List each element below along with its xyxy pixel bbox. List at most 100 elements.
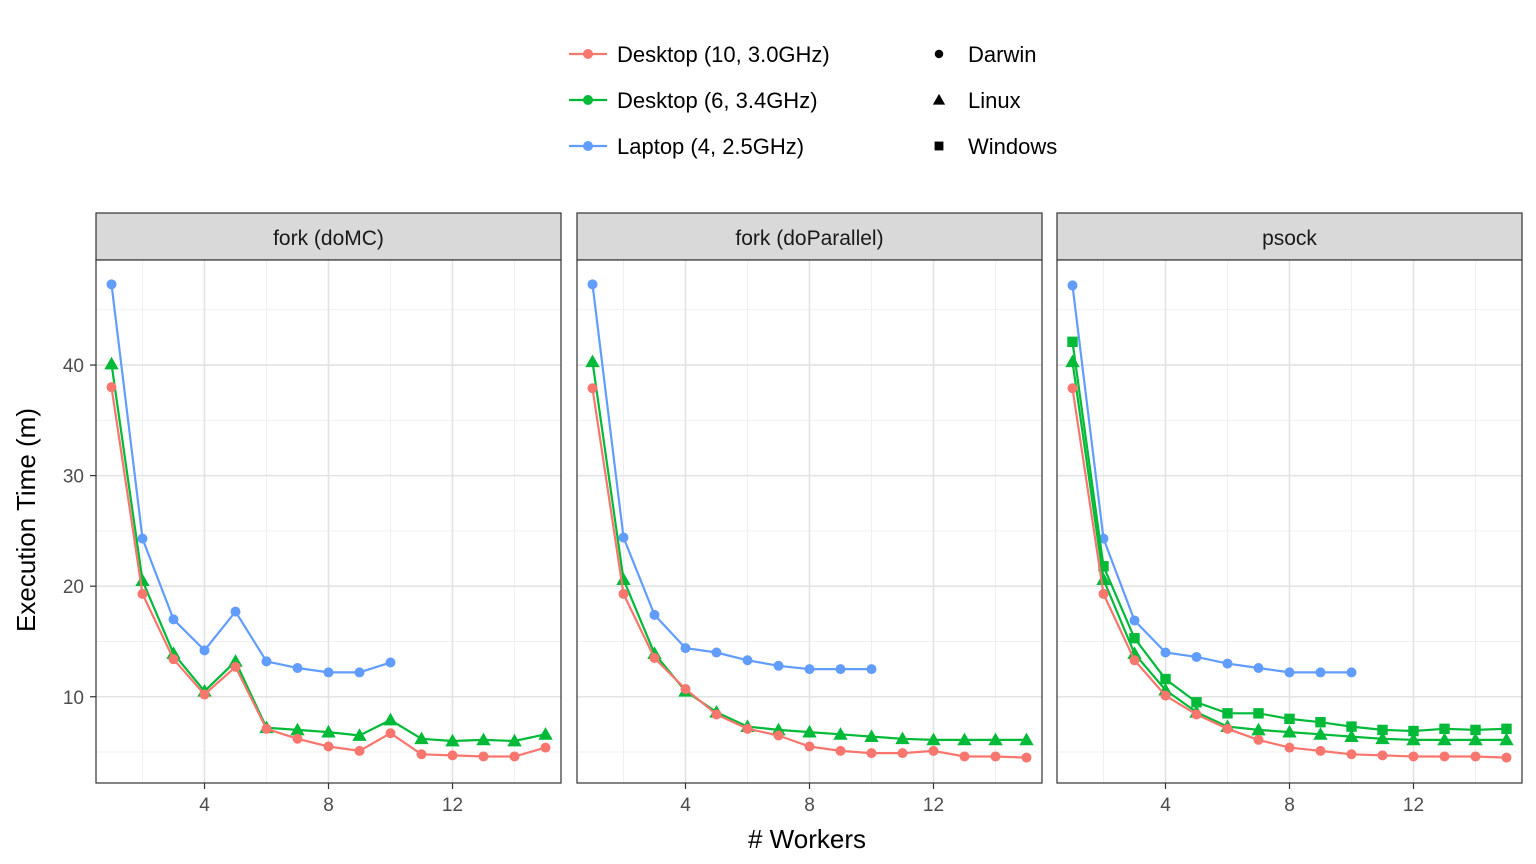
x-tick-label: 8	[1284, 795, 1295, 816]
data-point	[1127, 646, 1142, 660]
legend-label: Linux	[968, 88, 1021, 113]
data-point	[711, 647, 722, 658]
data-point	[538, 727, 553, 740]
legend-label: Desktop (6, 3.4GHz)	[617, 88, 818, 113]
panel-psock: psock 4 8 12	[1056, 212, 1523, 816]
data-point	[680, 684, 691, 695]
series-circle-619cff	[106, 279, 396, 678]
x-tick-label: 12	[923, 795, 944, 816]
data-point	[1253, 663, 1264, 674]
series-line	[110, 284, 391, 674]
data-point	[618, 532, 629, 543]
data-point	[1375, 731, 1390, 745]
x-tick-label: 4	[1160, 795, 1171, 816]
legend-item-desktop-6-3-4ghz: Desktop (6, 3.4GHz)	[569, 88, 818, 113]
facet-panels: fork (doMC) 4 8 12 10 20 30 40 fork (doParallel)…	[63, 212, 1523, 816]
data-point	[1408, 751, 1419, 762]
data-point	[230, 661, 241, 672]
data-point	[168, 654, 179, 665]
y-tick-label: 20	[63, 577, 84, 598]
data-point	[323, 741, 334, 752]
legend-label: Laptop (4, 2.5GHz)	[617, 134, 804, 159]
legend-item-linux: Linux	[932, 88, 1021, 113]
data-point	[1251, 722, 1266, 736]
panel-strip	[95, 212, 562, 261]
data-point	[1439, 723, 1450, 735]
panel-title: fork (doMC)	[273, 227, 384, 250]
data-point	[1315, 745, 1326, 756]
data-point	[1222, 708, 1233, 719]
legend-item-windows: Windows	[934, 134, 1057, 159]
data-point	[864, 729, 879, 742]
data-point	[1377, 750, 1388, 761]
data-point	[1406, 732, 1421, 746]
legend-key-point	[583, 141, 593, 151]
data-point	[835, 745, 846, 756]
panel-title: fork (doParallel)	[735, 227, 883, 250]
data-point	[1160, 647, 1171, 658]
data-point	[1377, 724, 1388, 736]
series-square-00ba38	[1067, 336, 1512, 737]
legend-label: Desktop (10, 3.0GHz)	[617, 42, 830, 67]
data-point	[385, 657, 396, 668]
series-line	[591, 284, 872, 671]
data-point	[1499, 732, 1514, 746]
data-point	[1253, 708, 1264, 719]
data-point	[1284, 667, 1295, 678]
data-point	[445, 733, 460, 747]
data-point	[1346, 749, 1357, 760]
data-point	[773, 730, 784, 741]
data-point	[990, 751, 1001, 762]
series-circle-619cff	[587, 279, 877, 675]
data-point	[742, 655, 753, 666]
y-tick-label: 10	[63, 688, 84, 709]
data-point	[199, 645, 210, 656]
x-tick-label: 4	[680, 795, 691, 816]
data-point	[1222, 723, 1233, 734]
data-point	[104, 356, 119, 370]
data-point	[835, 664, 846, 675]
data-point	[1315, 716, 1326, 728]
data-point	[1282, 724, 1297, 738]
legend-label: Darwin	[968, 42, 1036, 67]
x-tick-label: 4	[199, 795, 210, 816]
legend-key-triangle	[932, 93, 946, 105]
data-point	[1439, 751, 1450, 762]
data-point	[292, 663, 303, 674]
data-point	[1284, 713, 1295, 725]
data-point	[585, 354, 600, 368]
x-tick-label: 12	[442, 795, 463, 816]
legend-key-point	[583, 49, 593, 59]
data-point	[416, 749, 427, 760]
data-point	[1470, 724, 1481, 736]
data-point	[649, 609, 660, 620]
data-point	[802, 724, 817, 738]
data-point	[261, 723, 272, 734]
data-point	[1346, 667, 1357, 678]
data-point	[680, 643, 691, 654]
legend-key-square	[934, 141, 944, 151]
panel-fork-domc: fork (doMC) 4 8 12 10 20 30 40	[63, 212, 562, 816]
data-point	[1408, 725, 1419, 737]
data-point	[540, 742, 551, 753]
data-point	[742, 723, 753, 734]
data-point	[866, 748, 877, 759]
legend-item-laptop-4-2-5ghz: Laptop (4, 2.5GHz)	[569, 134, 804, 159]
legend-item-darwin: Darwin	[934, 42, 1036, 67]
data-point	[509, 751, 520, 762]
data-point	[711, 709, 722, 720]
legend-key-circle	[934, 49, 944, 59]
data-point	[988, 732, 1003, 746]
data-point	[478, 751, 489, 762]
x-tick-label: 12	[1403, 795, 1424, 816]
y-tick-label: 40	[63, 356, 84, 377]
legend-key-point	[583, 95, 593, 105]
data-point	[354, 745, 365, 756]
x-tick-label: 8	[323, 795, 334, 816]
y-axis-title: Execution Time (m)	[11, 408, 41, 632]
data-point	[895, 731, 910, 745]
data-point	[476, 732, 491, 746]
series-circle-619cff	[1067, 280, 1357, 678]
data-point	[1021, 752, 1032, 763]
